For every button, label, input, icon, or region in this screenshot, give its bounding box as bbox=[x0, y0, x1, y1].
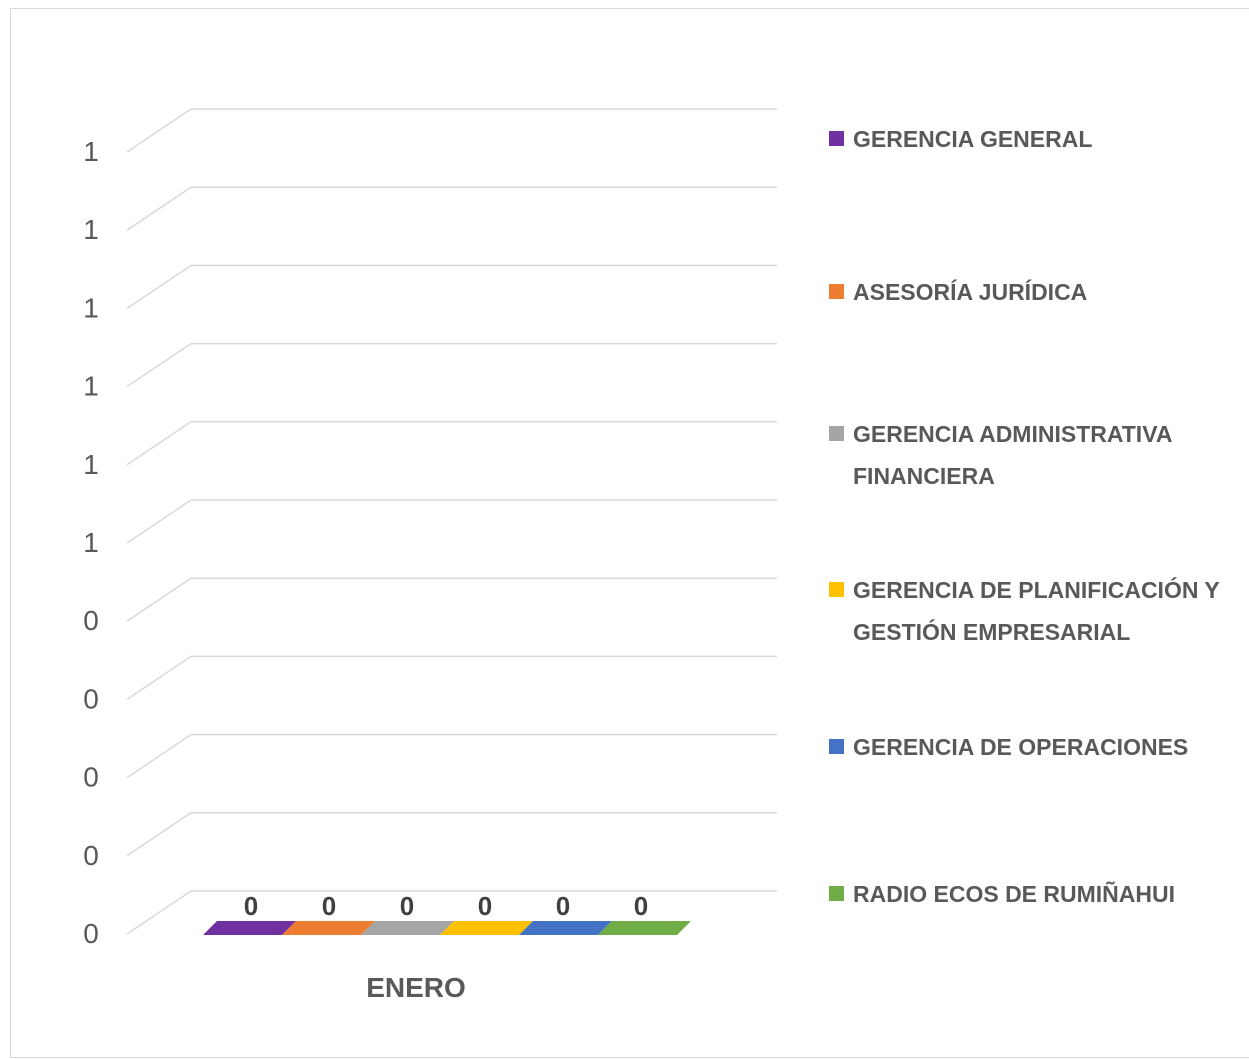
legend-label-line: GERENCIA ADMINISTRATIVA bbox=[853, 421, 1172, 447]
legend-label-4: GERENCIA DE PLANIFICACIÓN Y GESTIÓN EMPRE… bbox=[853, 576, 1220, 645]
gridline-depth bbox=[126, 264, 192, 310]
bar-3 bbox=[361, 921, 454, 935]
y-tick-label: 0 bbox=[83, 918, 99, 949]
legend-swatch-6 bbox=[829, 886, 844, 901]
legend-label-line: ASESORÍA JURÍDICA bbox=[853, 278, 1087, 305]
y-tick-label: 0 bbox=[83, 762, 99, 793]
bar-2 bbox=[282, 921, 375, 935]
legend-swatch-5 bbox=[829, 739, 844, 754]
gridlines bbox=[126, 108, 777, 935]
gridline-depth bbox=[126, 812, 192, 857]
y-tick-label: 1 bbox=[83, 449, 99, 480]
bar-6 bbox=[598, 921, 691, 935]
gridline-depth bbox=[126, 108, 192, 153]
gridline-depth bbox=[126, 499, 192, 544]
y-tick-label: 0 bbox=[83, 683, 99, 714]
data-label: 0 bbox=[478, 891, 492, 921]
bar-series bbox=[203, 921, 691, 935]
gridline-depth bbox=[126, 342, 192, 388]
gridline-depth bbox=[126, 577, 192, 622]
gridline-depth bbox=[126, 655, 192, 701]
legend-label-5: GERENCIA DE OPERACIONES bbox=[853, 734, 1188, 760]
legend-swatch-3 bbox=[829, 426, 844, 441]
gridline-depth bbox=[126, 186, 192, 231]
data-label: 0 bbox=[244, 891, 258, 921]
legend-label-line: RADIO ECOS DE RUMIÑAHUI bbox=[853, 880, 1175, 907]
y-tick-label: 1 bbox=[83, 136, 99, 167]
data-label: 0 bbox=[322, 891, 336, 921]
legend-swatch-1 bbox=[829, 131, 844, 146]
data-labels: 0 0 0 0 0 0 bbox=[244, 891, 648, 921]
data-label: 0 bbox=[634, 891, 648, 921]
legend-swatch-2 bbox=[829, 284, 844, 299]
legend-label-line: GERENCIA DE PLANIFICACIÓN Y bbox=[853, 576, 1220, 603]
legend-swatch-4 bbox=[829, 582, 844, 597]
y-tick-label: 1 bbox=[83, 371, 99, 402]
legend-label-line: FINANCIERA bbox=[853, 463, 995, 489]
bar-4 bbox=[440, 921, 533, 935]
y-tick-label: 1 bbox=[83, 527, 99, 558]
legend-label-3: GERENCIA ADMINISTRATIVA FINANCIERA bbox=[853, 421, 1172, 489]
bar-1 bbox=[203, 921, 296, 935]
chart-svg: 0 0 0 0 0 1 1 1 1 1 1 0 0 0 0 0 0 ENERO GERENCIA GENERA… bbox=[83, 108, 1220, 1003]
gridline-depth bbox=[126, 733, 192, 779]
data-label: 0 bbox=[556, 891, 570, 921]
y-axis-tick-labels: 0 0 0 0 0 1 1 1 1 1 1 bbox=[83, 136, 99, 949]
legend: GERENCIA GENERAL ASESORÍA JURÍDICA GERENCI… bbox=[829, 126, 1220, 907]
legend-label-1: GERENCIA GENERAL bbox=[853, 126, 1092, 152]
legend-label-line: GESTIÓN EMPRESARIAL bbox=[853, 618, 1130, 645]
x-axis-category-label: ENERO bbox=[366, 972, 466, 1003]
legend-label-6: RADIO ECOS DE RUMIÑAHUI bbox=[853, 880, 1175, 907]
gridline-depth bbox=[126, 890, 192, 935]
gridline-depth bbox=[126, 421, 192, 466]
y-tick-label: 0 bbox=[83, 840, 99, 871]
legend-label-line: GERENCIA GENERAL bbox=[853, 126, 1092, 152]
x-axis-category-labels: ENERO bbox=[366, 972, 466, 1003]
y-tick-label: 0 bbox=[83, 605, 99, 636]
y-tick-label: 1 bbox=[83, 292, 99, 323]
bar-5 bbox=[519, 921, 612, 935]
y-tick-label: 1 bbox=[83, 214, 99, 245]
legend-label-2: ASESORÍA JURÍDICA bbox=[853, 278, 1087, 305]
chart-frame: 0 0 0 0 0 1 1 1 1 1 1 0 0 0 0 0 0 ENERO GERENCIA GENERA… bbox=[10, 8, 1249, 1058]
legend-label-line: GERENCIA DE OPERACIONES bbox=[853, 734, 1188, 760]
data-label: 0 bbox=[400, 891, 414, 921]
